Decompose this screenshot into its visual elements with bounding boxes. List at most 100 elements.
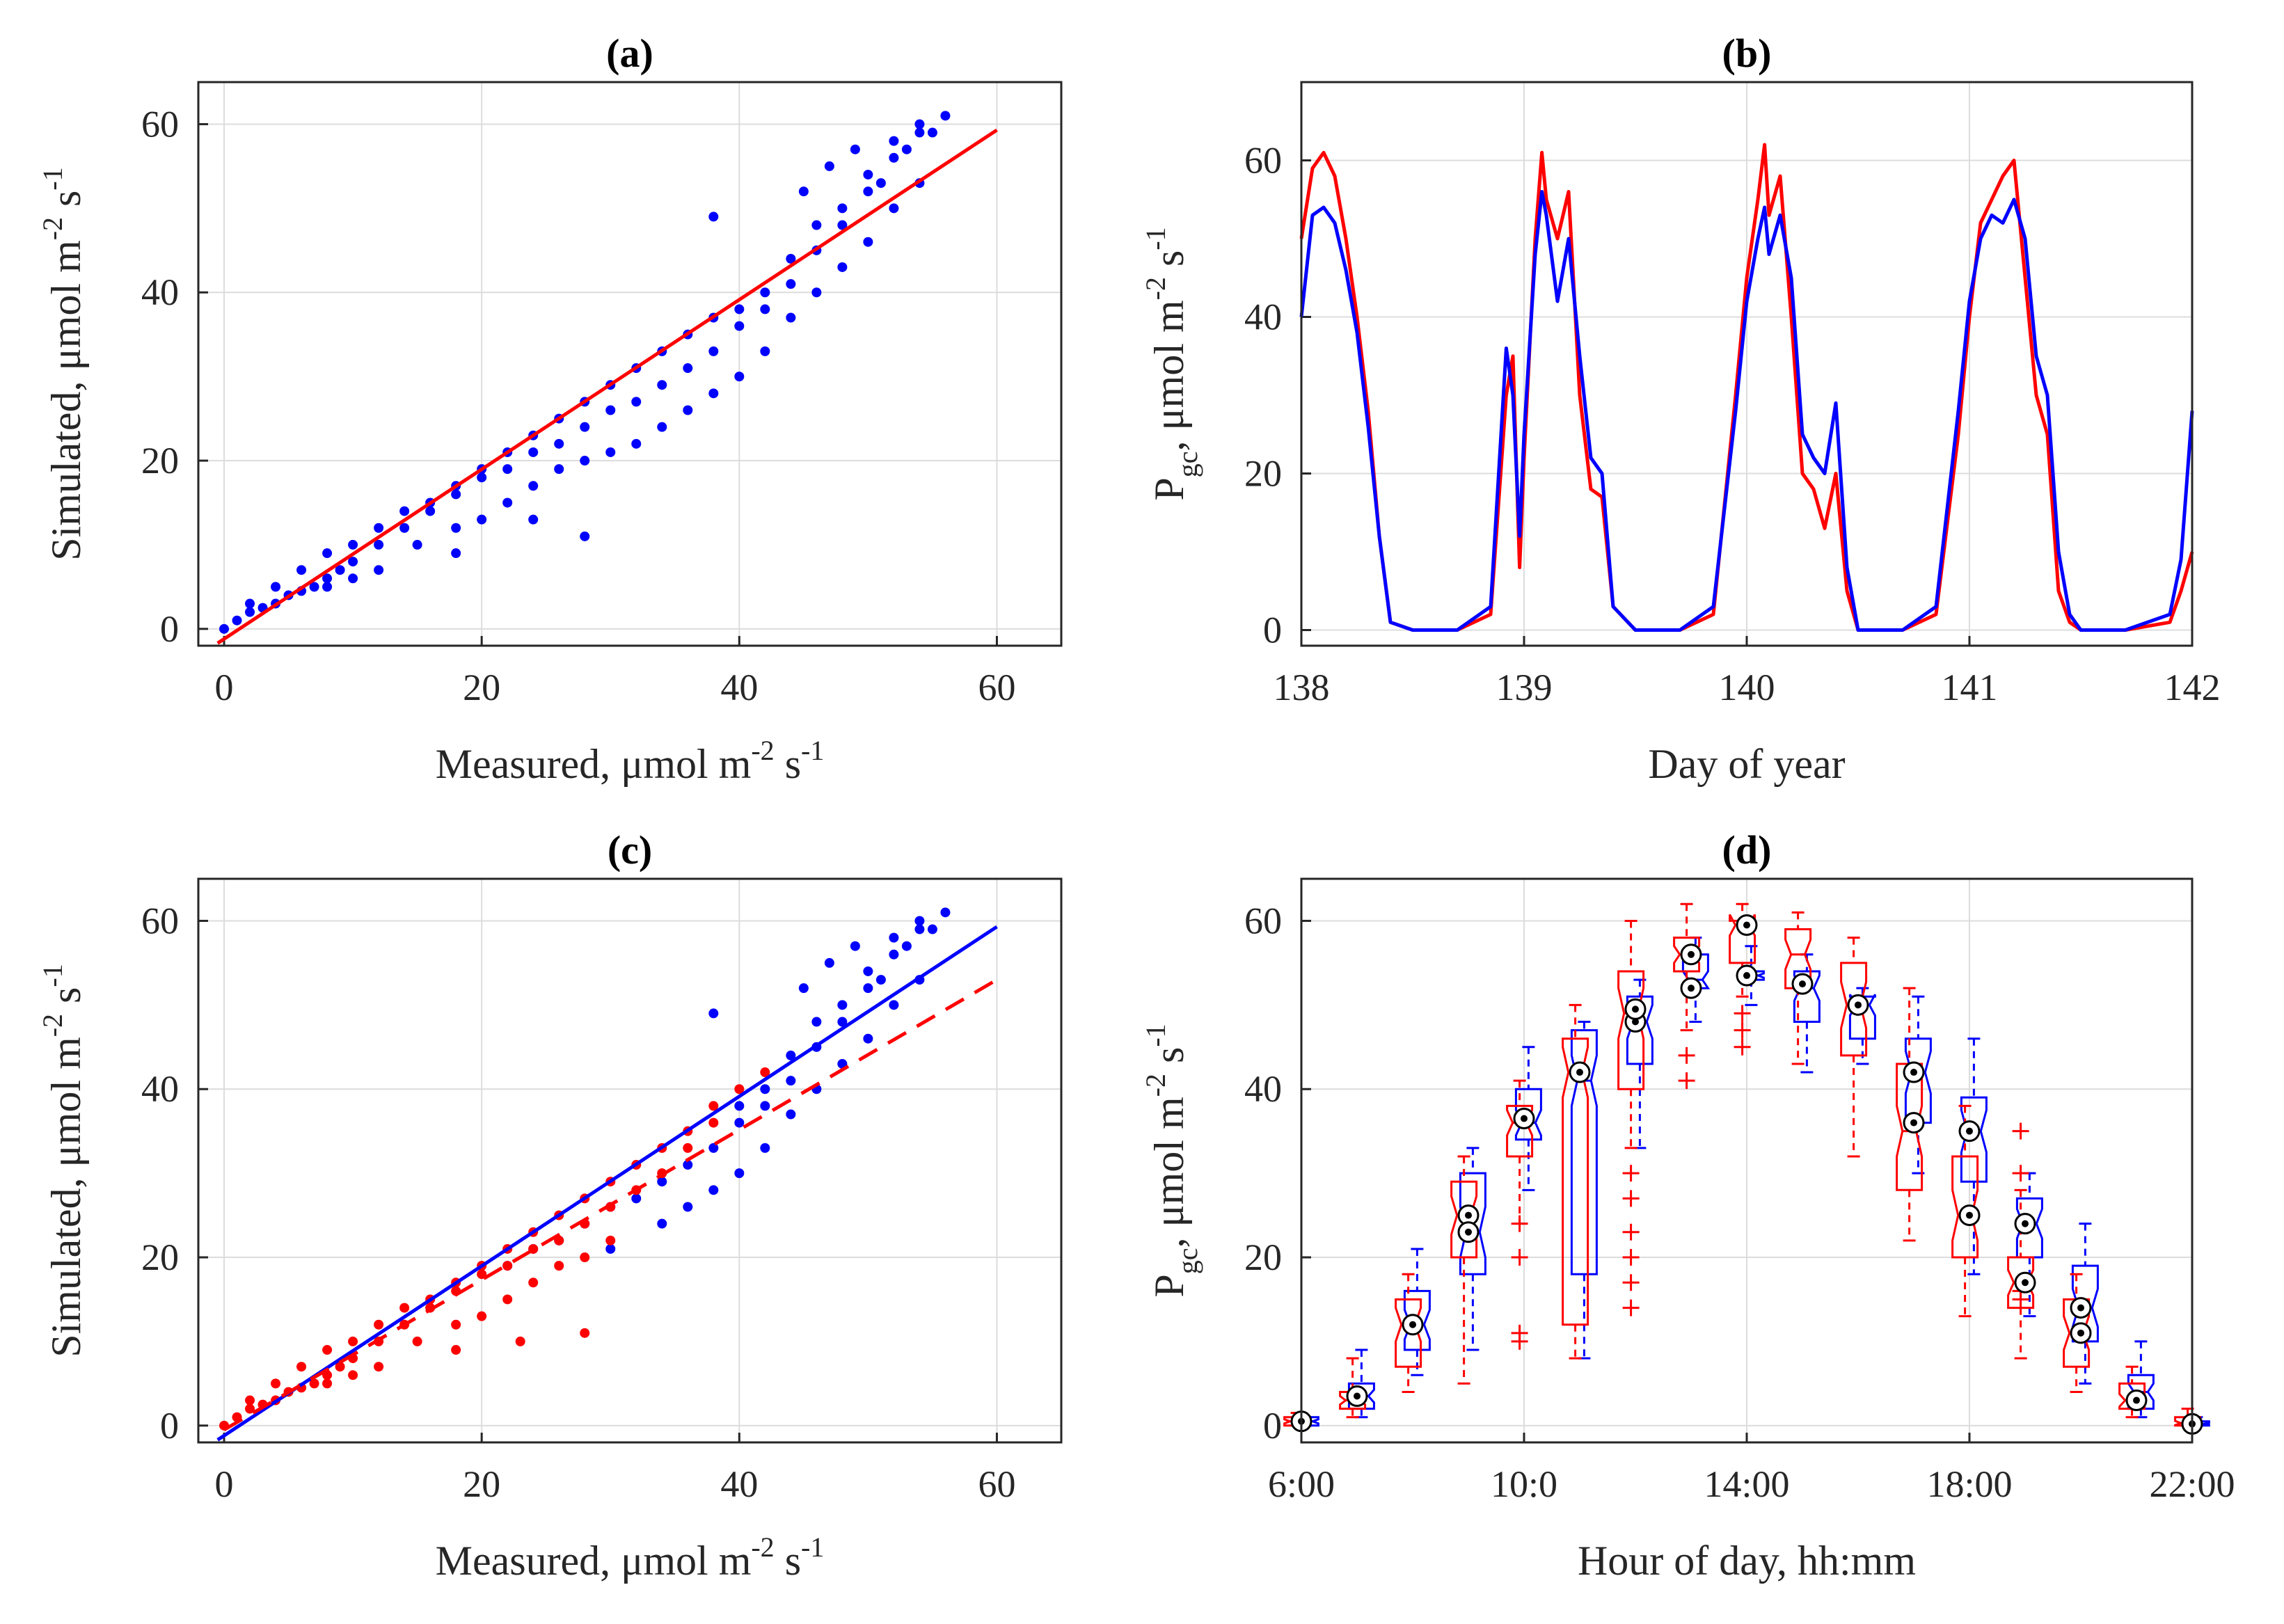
- data-point: [734, 1084, 745, 1094]
- y-axis-label: Simulated, μmol m-2 s-1: [37, 964, 89, 1358]
- label-text: s: [43, 987, 89, 1014]
- data-point: [940, 111, 951, 121]
- label-superscript: -2: [37, 217, 68, 240]
- label-text: Measured, μmol m: [436, 741, 752, 787]
- outlier-marker: [1622, 1223, 1640, 1241]
- outlier-marker: [1678, 1046, 1695, 1064]
- data-point: [502, 464, 513, 475]
- box-body: [1617, 970, 1645, 1090]
- label-superscript: -1: [37, 167, 68, 190]
- y-tick-label: 60: [141, 900, 179, 941]
- x-tick-label: 0: [215, 667, 234, 708]
- box-body: [2007, 1256, 2035, 1309]
- x-tick-label: 0: [215, 1463, 234, 1505]
- label-text: s: [43, 191, 89, 217]
- axes-frame: [197, 81, 1063, 647]
- data-point: [786, 1076, 796, 1086]
- y-tick-label: 20: [141, 1236, 179, 1278]
- label-superscript: -2: [751, 1531, 774, 1563]
- x-axis-label: Day of year: [1648, 741, 1845, 787]
- x-tick-label: 22:00: [2149, 1463, 2235, 1505]
- data-point: [901, 144, 912, 154]
- median-marker-dot: [1354, 1392, 1361, 1400]
- data-point: [760, 1101, 770, 1111]
- data-point: [734, 372, 745, 382]
- label-text: s: [1146, 250, 1192, 277]
- data-point: [232, 615, 242, 626]
- median-marker-dot: [1966, 1211, 1973, 1219]
- data-point: [605, 447, 616, 457]
- box-body: [1729, 914, 1756, 964]
- x-tick-label: 140: [1719, 667, 1775, 708]
- data-point: [271, 1378, 281, 1389]
- x-tick-label: 14:00: [1704, 1463, 1789, 1505]
- data-point: [528, 447, 539, 457]
- data-point: [374, 1319, 384, 1330]
- label-subscript: gc: [1172, 1248, 1203, 1275]
- label-subscript: gc: [1172, 452, 1203, 478]
- data-point: [811, 287, 822, 298]
- data-point: [451, 523, 461, 533]
- y-tick-label: 0: [160, 1405, 179, 1447]
- label-text: P: [1146, 477, 1192, 500]
- data-point: [683, 1160, 693, 1170]
- data-point: [412, 1336, 422, 1346]
- fit-line: [223, 978, 998, 1432]
- fit-line: [216, 128, 998, 645]
- data-point: [580, 531, 590, 541]
- box-body: [1673, 937, 1701, 973]
- x-axis-label: Measured, μmol m-2 s-1: [436, 735, 825, 787]
- label-superscript: -1: [801, 735, 824, 766]
- label-superscript: -1: [37, 964, 68, 987]
- outlier-marker: [1622, 1190, 1640, 1207]
- data-point: [528, 1277, 539, 1288]
- data-point: [914, 127, 925, 138]
- data-point: [245, 598, 255, 609]
- data-point: [837, 1058, 848, 1069]
- box-body: [1951, 1155, 1979, 1259]
- data-point: [889, 949, 899, 960]
- outlier-marker: [2012, 1165, 2029, 1182]
- x-tick-label: 40: [720, 667, 758, 708]
- data-point: [940, 907, 951, 918]
- median-marker-dot: [1632, 1018, 1639, 1026]
- data-point: [837, 203, 848, 214]
- data-point: [374, 1362, 384, 1372]
- y-axis-label: Pgc, μmol m-2 s-1: [1140, 1024, 1203, 1297]
- data-point: [528, 514, 539, 525]
- median-marker-dot: [2022, 1279, 2029, 1287]
- data-point: [708, 388, 719, 399]
- outlier-marker: [1622, 1249, 1640, 1266]
- data-point: [399, 506, 410, 516]
- data-point: [322, 1378, 333, 1389]
- data-point: [631, 397, 642, 407]
- data-point: [850, 941, 860, 951]
- data-point: [348, 1336, 358, 1346]
- x-axis-label: Measured, μmol m-2 s-1: [436, 1531, 825, 1584]
- label-text: s: [1146, 1047, 1192, 1074]
- box-measured: [1896, 987, 1924, 1242]
- data-point: [245, 607, 255, 617]
- data-point: [863, 237, 873, 247]
- data-point: [335, 1362, 345, 1372]
- data-point: [631, 1193, 642, 1204]
- outlier-marker: [1511, 1324, 1528, 1342]
- median-marker-dot: [2077, 1304, 2084, 1312]
- data-point: [914, 916, 925, 926]
- panel-title: (c): [608, 827, 652, 873]
- data-point: [786, 253, 796, 264]
- median-marker-dot: [1465, 1211, 1472, 1219]
- label-text: , μmol m: [1146, 1097, 1192, 1248]
- box-body: [1896, 1062, 1924, 1191]
- data-point: [927, 127, 937, 138]
- data-point: [502, 1261, 513, 1271]
- data-point: [760, 1084, 770, 1094]
- x-tick-label: 6:00: [1268, 1463, 1335, 1505]
- data-point: [451, 1345, 461, 1355]
- data-point: [322, 548, 333, 559]
- data-point: [798, 983, 809, 994]
- data-point: [348, 557, 358, 567]
- data-point: [348, 1370, 358, 1380]
- median-marker-dot: [2022, 1220, 2029, 1227]
